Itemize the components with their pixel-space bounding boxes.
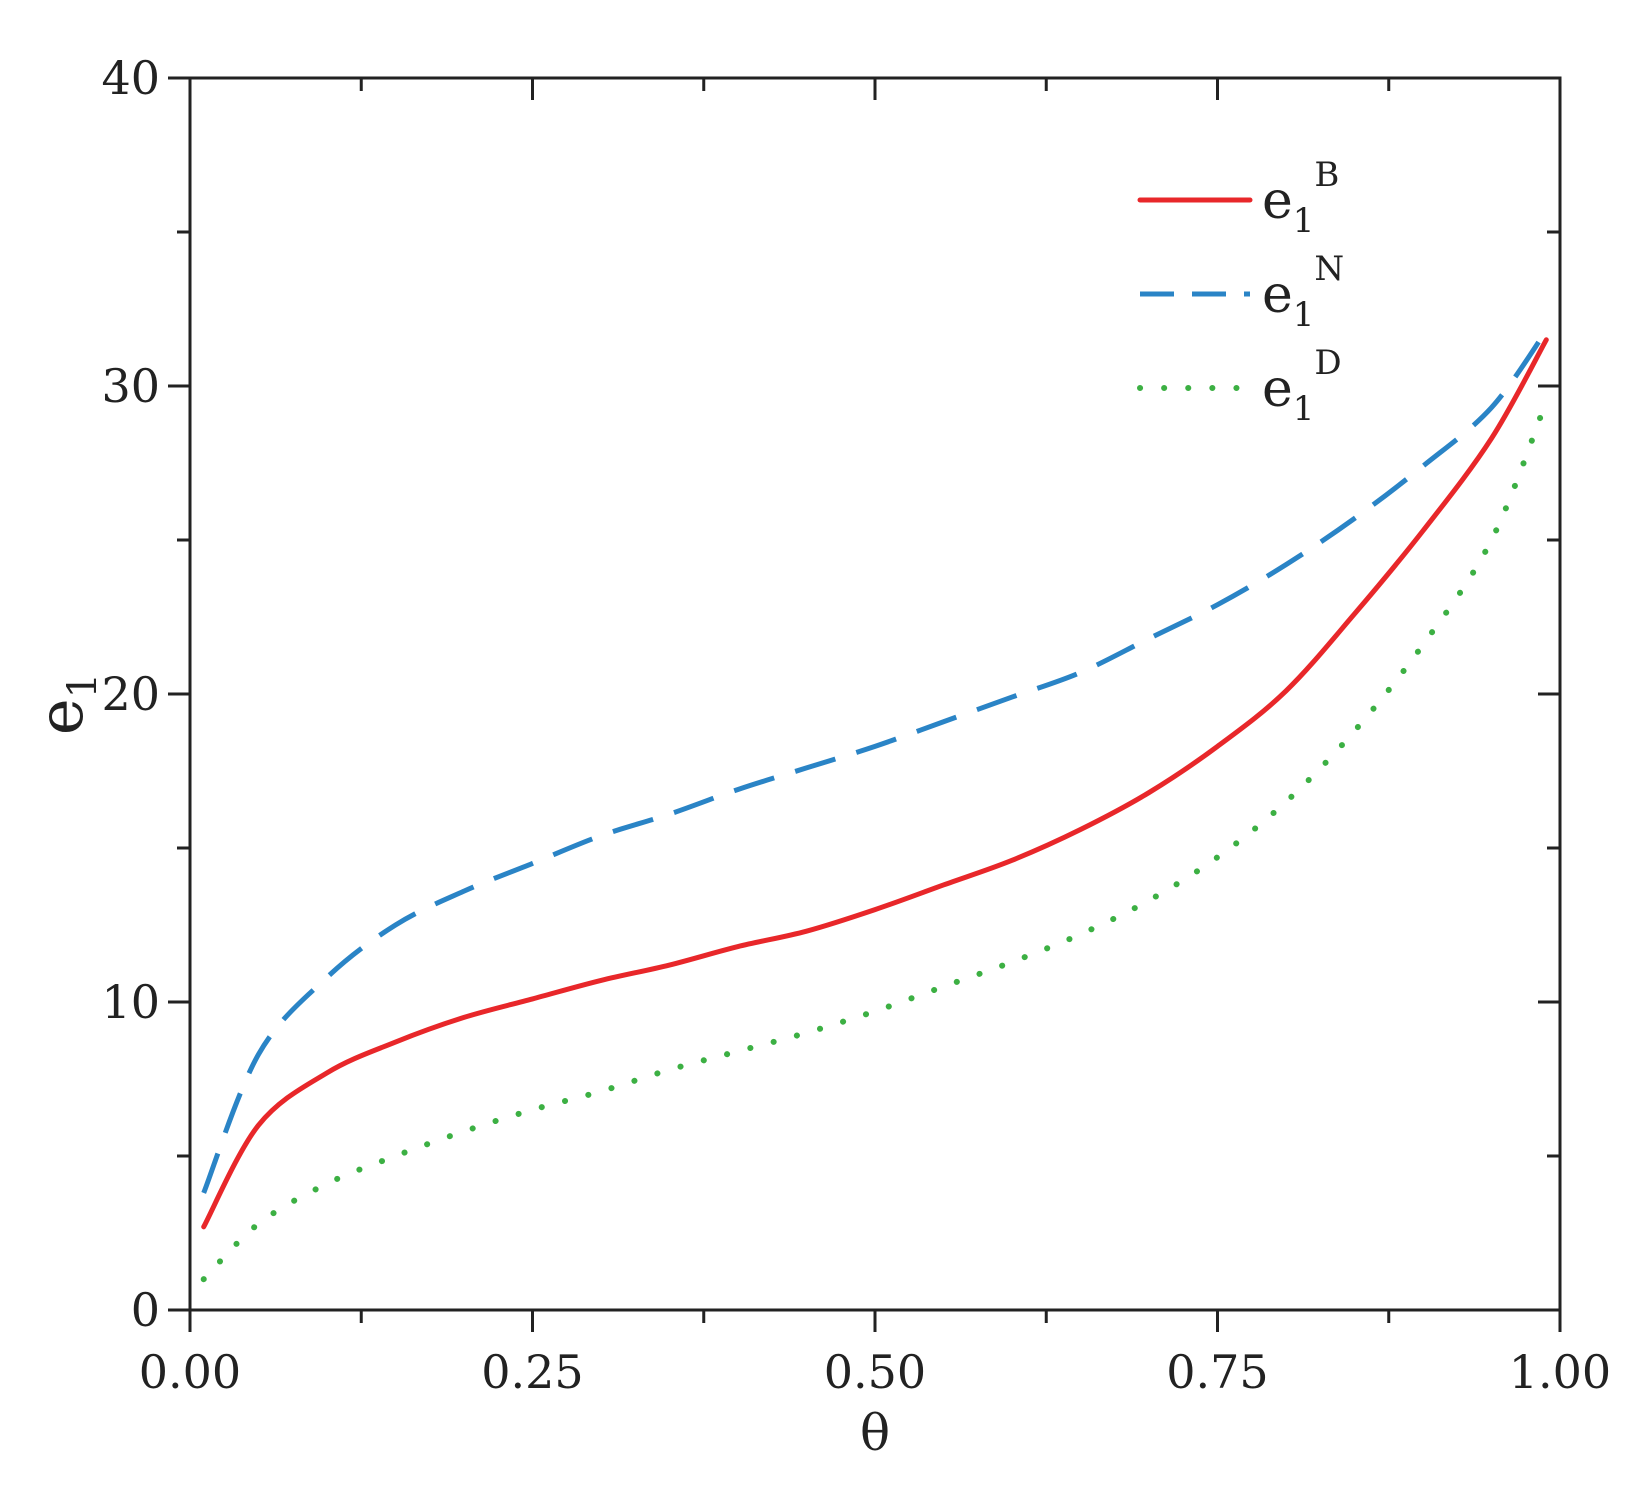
legend-label-base: e (1262, 171, 1293, 231)
legend-label-superscript: N (1314, 249, 1344, 289)
x-tick-label: 0.75 (1166, 1345, 1268, 1399)
legend-item-e1B: e1 B (1137, 155, 1339, 241)
y-tick-label: 10 (101, 975, 160, 1029)
series-group (200, 329, 1550, 1283)
legend-label-subscript: 1 (1293, 389, 1315, 429)
legend-label-superscript: B (1314, 155, 1339, 195)
x-axis-label: θ (860, 1404, 890, 1462)
y-tick-label: 20 (101, 667, 160, 721)
y-axis-label: e1 (24, 673, 106, 735)
legend-label-base: e (1262, 265, 1293, 325)
legend-label-subscript: 1 (1293, 295, 1315, 335)
ticks-group (168, 76, 1562, 1332)
series-e1D-line (200, 398, 1550, 1283)
y-axis-label-base: e (24, 698, 97, 735)
legend-item-e1N: e1 N (1140, 249, 1344, 335)
y-tick-label: 30 (101, 359, 160, 413)
plot-frame (188, 76, 1562, 1312)
legend-label-subscript: 1 (1293, 201, 1315, 241)
y-tick-label: 40 (101, 51, 160, 105)
legend-label-superscript: D (1314, 343, 1341, 383)
legend-label-e1D: e1 D (1262, 343, 1342, 429)
x-tick-label: 0.50 (824, 1345, 926, 1399)
legend-label-base: e (1262, 359, 1293, 419)
x-tick-label: 0.00 (139, 1345, 241, 1399)
tick-labels: 0.00 0.25 0.50 0.75 1.00 0 10 20 30 40 (101, 51, 1611, 1399)
x-tick-label: 0.25 (481, 1345, 583, 1399)
series-e1N-line (201, 329, 1549, 1194)
legend-label-e1B: e1 B (1262, 155, 1339, 241)
series-e1B-line (201, 337, 1549, 1230)
x-tick-label: 1.00 (1509, 1345, 1611, 1399)
y-axis-label-subscript: 1 (60, 673, 106, 698)
legend-label-e1N: e1 N (1262, 249, 1344, 335)
legend-item-e1D: e1 D (1137, 343, 1342, 429)
y-tick-label: 0 (131, 1283, 160, 1337)
